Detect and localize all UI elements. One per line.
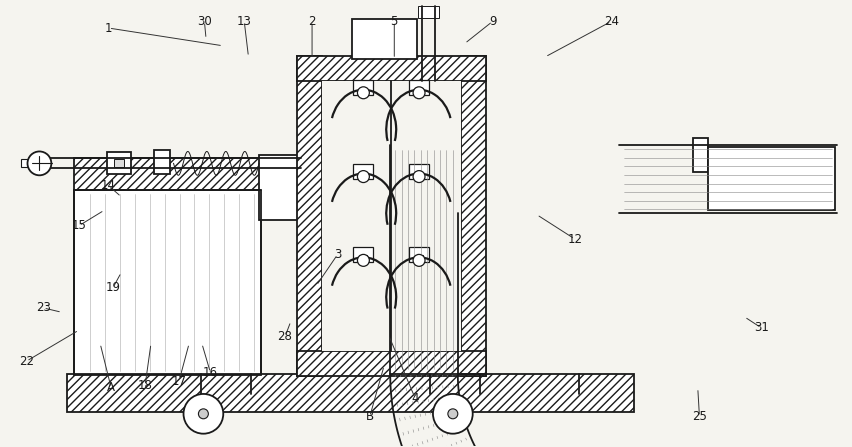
Text: 24: 24 [603,15,618,28]
Bar [321,81,460,351]
Text: 18: 18 [137,379,153,392]
Text: 16: 16 [203,366,217,379]
Circle shape [412,254,424,266]
Bar [296,56,321,376]
Bar [415,88,423,96]
Text: 28: 28 [277,330,292,343]
Bar [359,88,367,96]
Bar [359,172,367,180]
Bar [353,248,373,262]
Bar [693,138,707,173]
Text: 2: 2 [308,15,315,28]
Bar [409,248,429,262]
Circle shape [27,152,51,175]
Bar [409,80,429,95]
Bar [74,158,261,190]
Circle shape [183,394,223,434]
Text: 23: 23 [36,301,51,314]
Bar [74,190,261,375]
Bar [296,56,485,81]
Text: 1: 1 [105,21,112,34]
Bar [359,255,367,263]
Bar [460,56,485,376]
Bar [352,19,417,59]
Circle shape [357,254,369,266]
Text: B: B [366,410,373,423]
Bar [353,80,373,95]
Text: 9: 9 [488,15,496,28]
Bar [259,156,301,220]
Circle shape [357,87,369,99]
Bar [353,164,373,178]
Bar [153,151,170,174]
Bar [415,172,423,180]
Circle shape [357,171,369,182]
Text: 30: 30 [197,15,211,28]
Text: 5: 5 [390,15,398,28]
Circle shape [412,171,424,182]
Text: 12: 12 [567,232,582,245]
Bar [415,255,423,263]
Bar [114,160,124,167]
Text: 14: 14 [101,179,116,192]
Bar [20,160,32,167]
Text: 19: 19 [106,282,120,295]
Bar [707,148,834,210]
Text: 25: 25 [691,410,706,423]
Circle shape [433,394,472,434]
Text: 31: 31 [753,321,768,334]
Text: 22: 22 [19,355,34,368]
Bar [417,6,439,18]
Text: 3: 3 [333,248,341,261]
Bar [296,351,485,376]
Text: 4: 4 [412,392,418,405]
Circle shape [447,409,458,419]
Bar [409,164,429,178]
Bar [106,152,130,174]
Text: A: A [107,381,115,394]
Text: 13: 13 [237,15,251,28]
Text: 17: 17 [171,375,187,388]
Text: 15: 15 [72,219,86,232]
Circle shape [199,409,208,419]
Bar [67,374,633,412]
Circle shape [412,87,424,99]
